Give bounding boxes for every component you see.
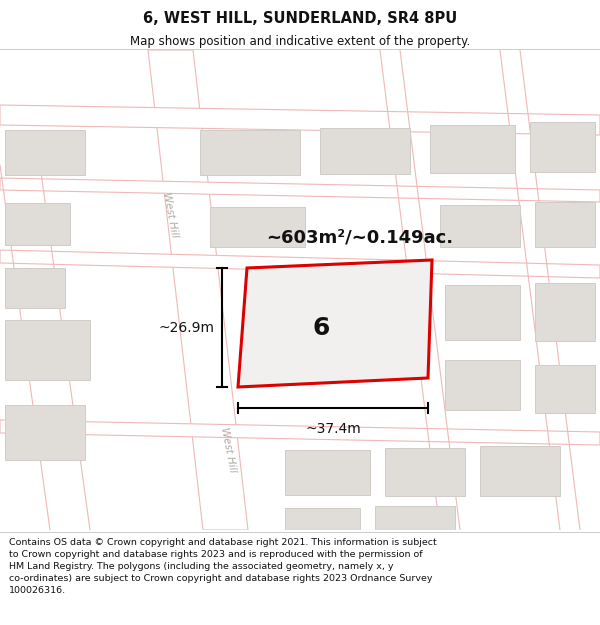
Bar xyxy=(445,360,520,410)
Polygon shape xyxy=(0,250,600,278)
Text: Contains OS data © Crown copyright and database right 2021. This information is : Contains OS data © Crown copyright and d… xyxy=(9,538,437,595)
Text: West Hill: West Hill xyxy=(219,427,237,473)
Text: 6: 6 xyxy=(313,316,330,340)
Text: West Hill: West Hill xyxy=(161,192,179,238)
Bar xyxy=(535,202,595,247)
Bar xyxy=(535,283,595,341)
Bar xyxy=(5,203,70,245)
Bar xyxy=(320,128,410,174)
Bar xyxy=(445,285,520,340)
Text: ~26.9m: ~26.9m xyxy=(158,321,214,334)
Bar xyxy=(375,506,455,530)
Text: ~37.4m: ~37.4m xyxy=(305,422,361,436)
Bar xyxy=(480,446,560,496)
Bar xyxy=(5,320,90,380)
Text: Map shows position and indicative extent of the property.: Map shows position and indicative extent… xyxy=(130,35,470,48)
Bar xyxy=(210,207,305,247)
Text: 6, WEST HILL, SUNDERLAND, SR4 8PU: 6, WEST HILL, SUNDERLAND, SR4 8PU xyxy=(143,11,457,26)
Polygon shape xyxy=(0,178,600,202)
Bar xyxy=(285,450,370,495)
Bar xyxy=(530,122,595,172)
Polygon shape xyxy=(238,260,432,387)
Polygon shape xyxy=(0,105,600,135)
Bar xyxy=(5,130,85,175)
Text: ~603m²/~0.149ac.: ~603m²/~0.149ac. xyxy=(266,229,454,247)
Bar xyxy=(385,448,465,496)
Bar xyxy=(5,268,65,308)
Bar xyxy=(440,205,520,247)
Polygon shape xyxy=(0,420,600,445)
Bar xyxy=(535,365,595,413)
Polygon shape xyxy=(148,50,248,530)
Bar xyxy=(285,508,360,530)
Bar xyxy=(200,130,300,175)
Bar xyxy=(5,405,85,460)
Bar xyxy=(430,125,515,173)
